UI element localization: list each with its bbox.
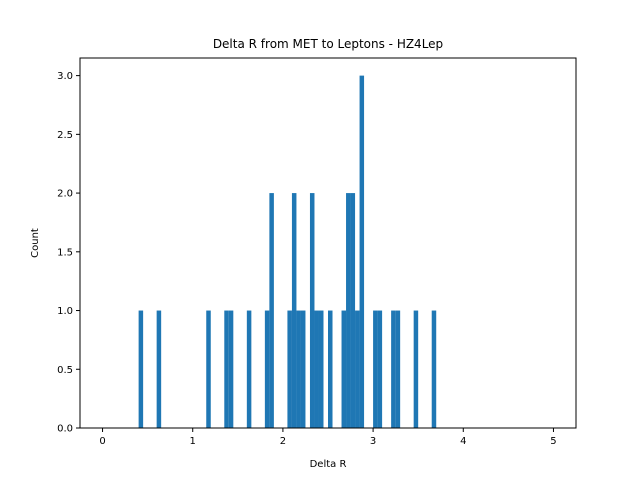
histogram-bar [224, 310, 229, 428]
histogram-bar [359, 75, 365, 429]
histogram-bars [138, 75, 437, 429]
y-tick-label: 3.0 [57, 71, 73, 82]
histogram-bar [341, 310, 347, 428]
x-tick-label: 2 [280, 436, 286, 447]
histogram-bar [269, 193, 274, 428]
histogram-bar [206, 310, 211, 428]
histogram-bar [346, 193, 351, 428]
histogram-bar [373, 310, 378, 428]
histogram-bar [309, 193, 315, 428]
histogram-bar [287, 310, 292, 428]
y-tick-label: 0.0 [57, 424, 73, 435]
y-axis-label: Count [30, 228, 41, 258]
histogram-bar [246, 310, 252, 428]
x-tick-label: 0 [99, 436, 105, 447]
plot-frame [79, 57, 577, 429]
histogram-bar [377, 310, 383, 428]
y-tick-label: 1.5 [57, 247, 73, 258]
histogram-bar [138, 310, 144, 428]
y-axis-ticks: 0.0 0.5 1.0 1.5 2.0 2.5 3.0 [57, 71, 80, 435]
chart-title: Delta R from MET to Leptons - HZ4Lep [213, 37, 443, 51]
x-tick-label: 1 [190, 436, 196, 447]
histogram-bar [296, 310, 301, 428]
histogram-bar [314, 310, 319, 428]
x-tick-label: 3 [370, 436, 376, 447]
histogram-bar [300, 310, 306, 428]
histogram-bar [228, 310, 234, 428]
histogram-bar [350, 193, 356, 428]
histogram-bar [328, 310, 333, 428]
histogram-bar [318, 310, 324, 428]
x-tick-label: 5 [550, 436, 556, 447]
y-tick-label: 0.5 [57, 365, 73, 376]
histogram-bar [264, 310, 270, 428]
x-axis-ticks: 0 1 2 3 4 5 [99, 428, 557, 447]
histogram-bar [291, 193, 297, 428]
histogram-bar [395, 310, 401, 428]
histogram-bar [391, 310, 396, 428]
x-tick-label: 4 [460, 436, 466, 447]
x-axis-label: Delta R [310, 459, 347, 470]
histogram-bar [355, 310, 360, 428]
y-tick-label: 2.5 [57, 130, 73, 141]
histogram-bar [156, 310, 162, 428]
y-tick-label: 2.0 [57, 189, 73, 200]
y-tick-label: 1.0 [57, 306, 73, 317]
histogram-bar [413, 310, 419, 428]
histogram-bar [431, 310, 437, 428]
